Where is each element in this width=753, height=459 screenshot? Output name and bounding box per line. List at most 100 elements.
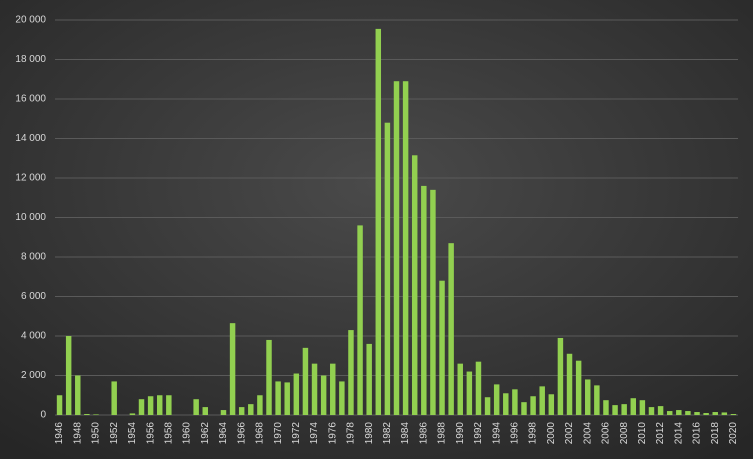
y-tick-label: 6 000	[21, 291, 46, 302]
bar	[603, 400, 609, 415]
bar	[430, 189, 436, 415]
bar	[503, 393, 509, 415]
x-tick-label: 2012	[655, 422, 666, 445]
x-tick-label: 1962	[200, 422, 211, 445]
x-tick-label: 1990	[455, 422, 466, 445]
bar	[166, 395, 172, 415]
x-tick-label: 2016	[692, 422, 703, 445]
bar	[721, 412, 728, 415]
y-tick-label: 14 000	[15, 133, 46, 144]
x-tick-label: 1964	[218, 422, 229, 445]
bar	[657, 406, 664, 415]
bar	[466, 371, 473, 415]
x-tick-label: 2010	[637, 422, 648, 445]
bar	[238, 407, 245, 415]
bar	[575, 360, 582, 415]
bar	[585, 379, 591, 415]
bar	[339, 381, 345, 415]
bar	[248, 404, 254, 415]
x-tick-label: 1976	[327, 422, 338, 445]
x-tick-label: 1986	[418, 422, 429, 445]
bar	[156, 395, 163, 415]
x-tick-label: 1958	[163, 422, 174, 445]
x-tick-label: 1960	[182, 422, 193, 445]
x-tick-label: 1978	[346, 422, 357, 445]
bar	[65, 336, 72, 415]
x-tick-label: 1946	[54, 422, 65, 445]
bar	[75, 375, 81, 415]
bar	[639, 400, 646, 415]
bar	[411, 155, 418, 415]
x-tick-label: 2000	[546, 422, 557, 445]
x-tick-label: 1988	[437, 422, 448, 445]
bar	[284, 382, 290, 415]
x-tick-label: 2020	[728, 422, 739, 445]
bar	[266, 339, 272, 415]
x-tick-label: 2004	[582, 422, 593, 445]
x-tick-label: 2008	[619, 422, 630, 445]
x-tick-label: 2014	[673, 422, 684, 445]
y-tick-label: 20 000	[15, 15, 46, 26]
bar	[129, 413, 136, 415]
x-tick-label: 1968	[255, 422, 266, 445]
bar	[421, 185, 427, 415]
bar	[730, 414, 737, 415]
x-tick-label: 2018	[710, 422, 721, 445]
y-tick-label: 2 000	[21, 370, 46, 381]
bar	[202, 407, 208, 415]
bar	[630, 398, 637, 415]
x-tick-label: 1992	[473, 422, 484, 445]
x-tick-label: 1982	[382, 422, 393, 445]
bar	[93, 414, 99, 415]
bar	[384, 122, 391, 415]
bar	[293, 373, 300, 415]
bar	[521, 402, 527, 415]
x-tick-label: 1952	[109, 422, 120, 445]
bar	[138, 399, 145, 415]
x-tick-label: 1984	[400, 422, 411, 445]
bar	[694, 412, 700, 415]
bar	[530, 396, 536, 415]
bar	[375, 28, 382, 415]
y-tick-label: 12 000	[15, 173, 46, 184]
bar	[484, 397, 491, 415]
bar	[685, 411, 691, 415]
x-tick-label: 1998	[528, 422, 539, 445]
y-tick-label: 0	[40, 410, 46, 421]
bar	[330, 363, 336, 415]
x-tick-label: 1950	[91, 422, 102, 445]
x-tick-label: 1966	[236, 422, 247, 445]
bar	[357, 225, 363, 415]
x-tick-label: 2002	[564, 422, 575, 445]
bar	[257, 395, 263, 415]
bar	[147, 396, 154, 415]
x-tick-label: 1994	[491, 422, 502, 445]
bar	[457, 363, 463, 415]
bar	[348, 330, 354, 415]
bar	[512, 389, 518, 415]
x-tick-label: 1974	[309, 422, 320, 445]
x-tick-label: 1996	[510, 422, 521, 445]
y-tick-label: 18 000	[15, 54, 46, 65]
bar	[56, 395, 63, 415]
bar	[275, 381, 281, 415]
y-tick-label: 8 000	[21, 252, 46, 263]
bar	[548, 394, 555, 415]
y-tick-label: 16 000	[15, 94, 46, 105]
bar	[594, 385, 600, 415]
x-tick-label: 1954	[127, 422, 138, 445]
bar	[666, 411, 673, 415]
x-tick-label: 1956	[145, 422, 156, 445]
bar	[311, 363, 318, 415]
bar	[621, 404, 627, 415]
bar	[566, 353, 573, 415]
bar	[220, 410, 227, 415]
bar	[393, 81, 400, 415]
x-tick-label: 1948	[72, 422, 83, 445]
y-tick-label: 4 000	[21, 331, 46, 342]
bar	[84, 414, 90, 415]
bar	[193, 399, 199, 415]
x-tick-label: 2006	[601, 422, 612, 445]
bar	[402, 81, 409, 415]
